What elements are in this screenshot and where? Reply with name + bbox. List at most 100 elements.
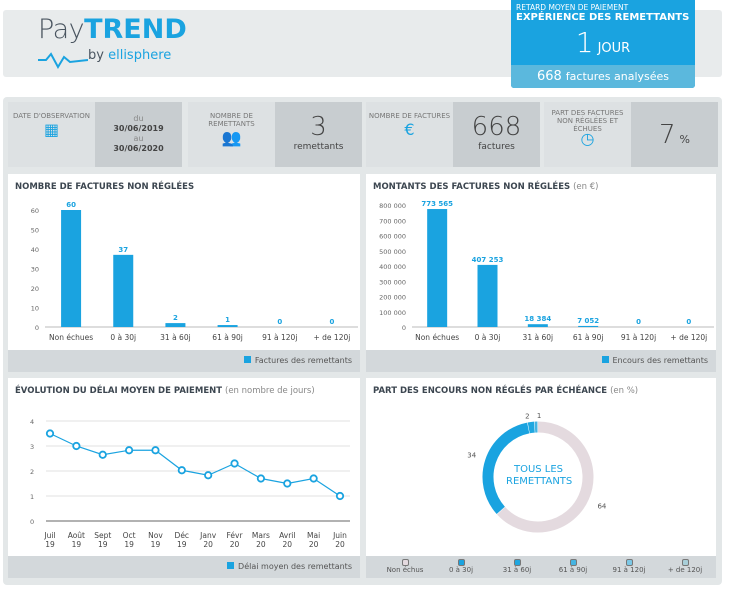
data-point: [309, 474, 318, 483]
x-tick-label: 20: [230, 540, 240, 549]
panel-montants-non-regles: MONTANTS DES FACTURES NON RÉGLÉES (en €)…: [366, 174, 716, 372]
date-to: 30/06/2020: [113, 144, 164, 153]
date-au: au: [133, 134, 144, 143]
legend-item[interactable]: 61 à 90j: [548, 559, 598, 574]
legend-swatch: [625, 559, 633, 566]
data-point: [177, 466, 186, 475]
slice-label: 64: [597, 503, 606, 511]
x-tick-label: 20: [335, 540, 345, 549]
logo-ellisphere: ellisphere: [108, 48, 172, 63]
card-value: 3: [310, 112, 327, 142]
card-label: DATE D'OBSERVATION: [13, 112, 90, 120]
kpi-unit: JOUR: [597, 41, 631, 56]
data-point: [335, 491, 345, 501]
x-tick-label: Déc: [175, 531, 190, 540]
y-tick-label: 1: [30, 493, 34, 501]
y-tick-label: 600 000: [379, 233, 406, 241]
data-label: 0: [686, 318, 691, 326]
y-tick-label: 0: [35, 324, 39, 332]
y-tick-label: 0: [402, 324, 406, 332]
x-tick-label: 19: [72, 540, 82, 549]
logo-pay: Pay: [38, 14, 85, 45]
x-tick-label: Oct: [123, 531, 136, 540]
card-unit: remettants: [293, 142, 344, 152]
series-line: [49, 432, 341, 497]
legend-swatch: [681, 559, 689, 566]
x-tick-label: Mars: [252, 531, 270, 540]
x-tick-label: Juin: [332, 531, 347, 540]
data-label: 773 565: [421, 200, 453, 208]
legend-item[interactable]: 31 à 60j: [492, 559, 542, 574]
data-point: [98, 450, 107, 459]
legend-item[interactable]: Non échus: [380, 559, 430, 574]
x-tick-label: 31 à 60j: [523, 333, 554, 342]
data-label: 0: [277, 318, 282, 326]
x-tick-label: 20: [256, 540, 266, 549]
data-point: [230, 459, 239, 468]
bar: [427, 209, 448, 327]
x-tick-label: 31 à 60j: [160, 333, 191, 342]
y-tick-label: 200 000: [379, 294, 406, 302]
logo-by: by: [88, 48, 104, 63]
legend-item[interactable]: + de 120j: [660, 559, 710, 574]
y-tick-label: 60: [31, 207, 39, 215]
data-point: [72, 441, 81, 451]
legend-label: 91 à 120j: [612, 566, 646, 574]
x-tick-label: Non échues: [49, 333, 93, 342]
chart-title: ÉVOLUTION DU DÉLAI MOYEN DE PAIEMENT: [15, 386, 223, 396]
x-tick-label: 61 à 90j: [573, 333, 604, 342]
bar: [217, 325, 238, 327]
data-label: 1: [225, 316, 230, 324]
legend-label: Délai moyen des remettants: [238, 562, 352, 571]
slice-label: 1: [537, 412, 541, 420]
people-icon: 👥: [221, 128, 242, 147]
legend-label: 61 à 90j: [558, 566, 588, 574]
date-from: 30/06/2019: [113, 124, 164, 133]
panel-part-encours: PART DES ENCOURS NON RÉGLÉS PAR ÉCHÉANCE…: [366, 378, 716, 578]
x-tick-label: 61 à 90j: [212, 333, 243, 342]
legend-swatch: [457, 559, 465, 566]
x-tick-label: Non échues: [415, 333, 459, 342]
x-tick-label: 20: [309, 540, 319, 549]
logo-trend: TREND: [84, 14, 187, 45]
donut-chart-encours: 64 34 2 1: [467, 412, 607, 533]
date-du: du: [133, 114, 144, 123]
bar: [113, 254, 134, 327]
bar: [61, 210, 82, 327]
legend-item[interactable]: 91 à 120j: [604, 559, 654, 574]
legend-label: 31 à 60j: [502, 566, 532, 574]
slice-label: 34: [467, 452, 476, 460]
data-label: 2: [173, 314, 178, 322]
legend-label: 0 à 30j: [448, 566, 474, 574]
y-tick-label: 40: [31, 246, 39, 254]
bar: [578, 325, 599, 327]
legend-item[interactable]: 0 à 30j: [436, 559, 486, 574]
card-value: 668: [471, 112, 522, 142]
x-tick-label: 19: [177, 540, 187, 549]
invoice-euro-icon: €: [404, 120, 415, 139]
y-tick-label: 500 000: [379, 248, 406, 256]
x-tick-label: 19: [151, 540, 161, 549]
x-tick-label: Mai: [307, 531, 320, 540]
x-tick-label: 20: [203, 540, 213, 549]
y-tick-label: 50: [31, 227, 39, 235]
line-chart-delai: 01234Juil19Août19Sept19Oct19Nov19Déc19Ja…: [30, 418, 350, 549]
y-tick-label: 3: [30, 443, 34, 451]
y-tick-label: 700 000: [379, 217, 406, 225]
x-tick-label: 19: [124, 540, 134, 549]
x-tick-label: Janv: [199, 531, 217, 540]
legend-swatch: [401, 559, 409, 566]
clock-invoice-icon: ◷: [580, 129, 595, 148]
x-tick-label: 0 à 30j: [110, 333, 136, 342]
panel-evolution-delai: ÉVOLUTION DU DÉLAI MOYEN DE PAIEMENT (en…: [8, 378, 360, 578]
x-tick-label: Août: [68, 531, 85, 540]
x-tick-label: Févr: [227, 531, 244, 540]
data-point: [124, 446, 134, 455]
card-unit: %: [679, 133, 690, 146]
data-label: 7 052: [577, 317, 599, 325]
panel-factures-non-reglees: NOMBRE DE FACTURES NON RÉGLÉES 0 10 20 30 40…: [8, 174, 360, 372]
legend-label: + de 120j: [667, 566, 703, 574]
legend-label: Encours des remettants: [612, 356, 709, 365]
x-tick-label: 91 à 120j: [262, 333, 297, 342]
